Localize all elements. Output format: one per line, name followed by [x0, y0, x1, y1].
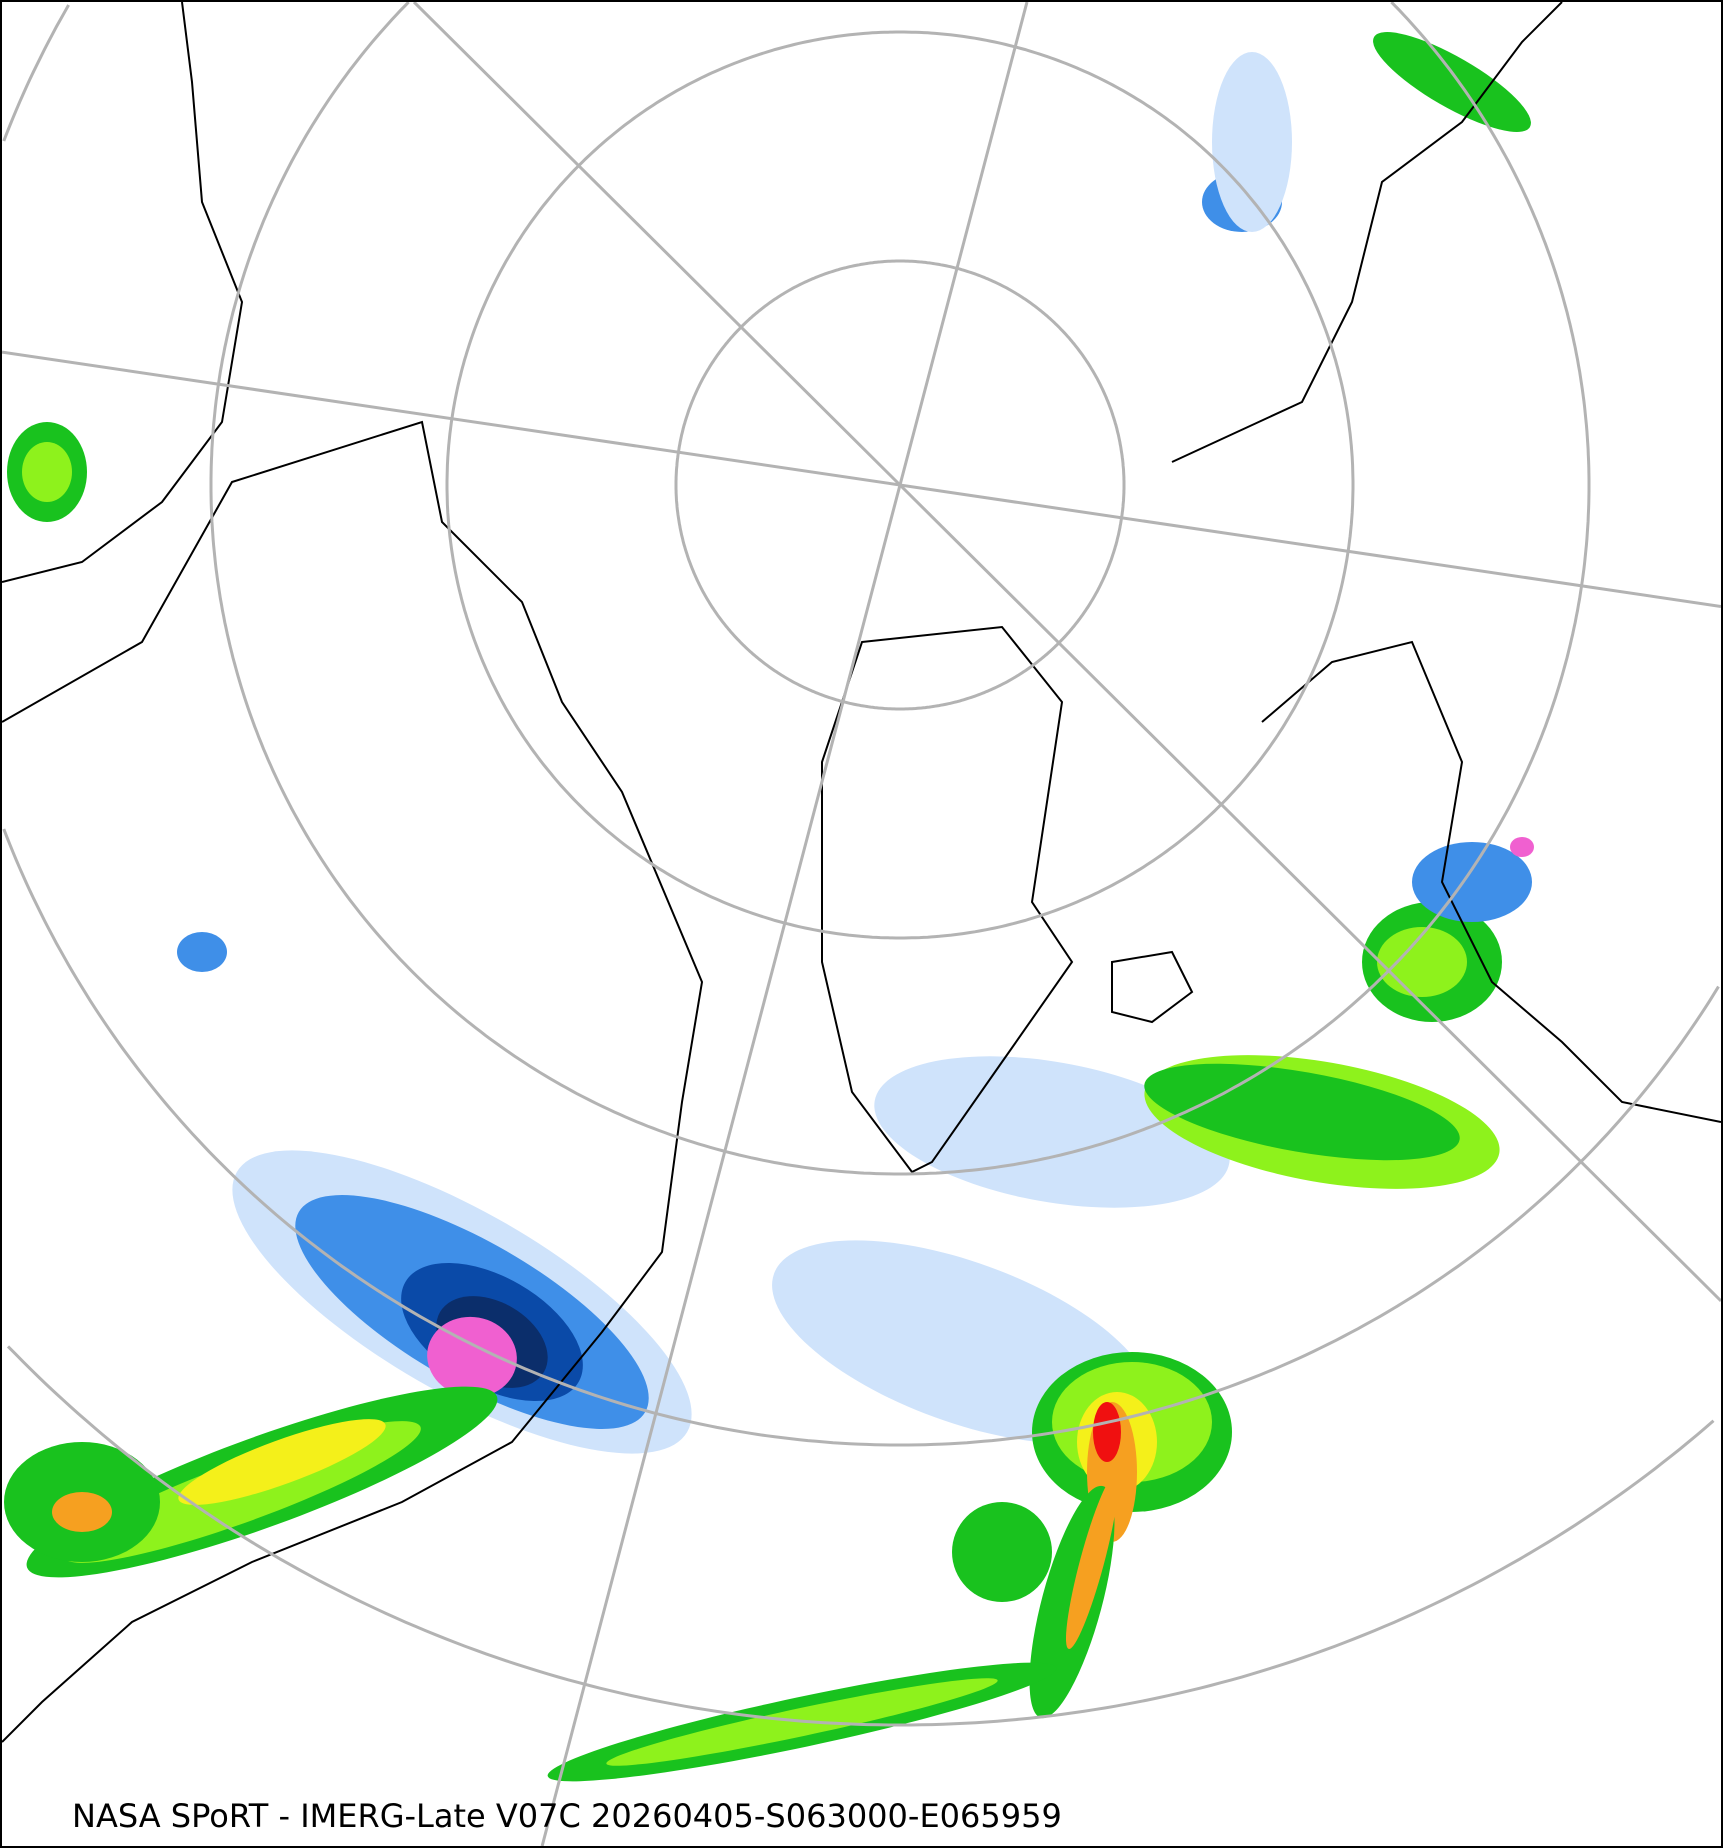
precipitation-area: [427, 1316, 517, 1398]
meridian-line: [540, 2, 1029, 1846]
precipitation-area: [1144, 1063, 1460, 1161]
precipitation-area: [1065, 1475, 1119, 1649]
latitude-circle: [2, 4, 1720, 1447]
meridian-line: [2, 350, 1721, 608]
latitude-circle: [445, 30, 1355, 940]
precipitation-area: [1412, 842, 1532, 922]
precipitation-area: [1212, 52, 1292, 232]
precipitation-area: [22, 442, 72, 502]
latitude-circle: [209, 2, 1591, 1176]
north-america-outline: [2, 420, 704, 1743]
precipitation-area: [52, 1492, 112, 1532]
precipitation-area: [177, 932, 227, 972]
latitude-circle: [6, 1345, 1715, 1727]
alaska-outline: [2, 2, 244, 583]
precipitation-area: [1377, 927, 1467, 997]
precipitation-area: [952, 1502, 1052, 1602]
precipitation-area: [1510, 837, 1534, 857]
iceland-outline: [1111, 950, 1194, 1024]
map-caption: NASA SPoRT - IMERG-Late V07C 20260405-S0…: [72, 1797, 1062, 1835]
meridian-line: [412, 2, 1721, 1302]
greenland-outline: [821, 625, 1074, 1174]
precipitation-area: [178, 1419, 386, 1505]
precipitation-area: [1373, 32, 1531, 132]
coastlines-layer: [2, 2, 1721, 1743]
eurasia-outline: [1171, 2, 1721, 1123]
precipitation-area: [1093, 1402, 1121, 1462]
latitude-circle: [674, 259, 1126, 711]
